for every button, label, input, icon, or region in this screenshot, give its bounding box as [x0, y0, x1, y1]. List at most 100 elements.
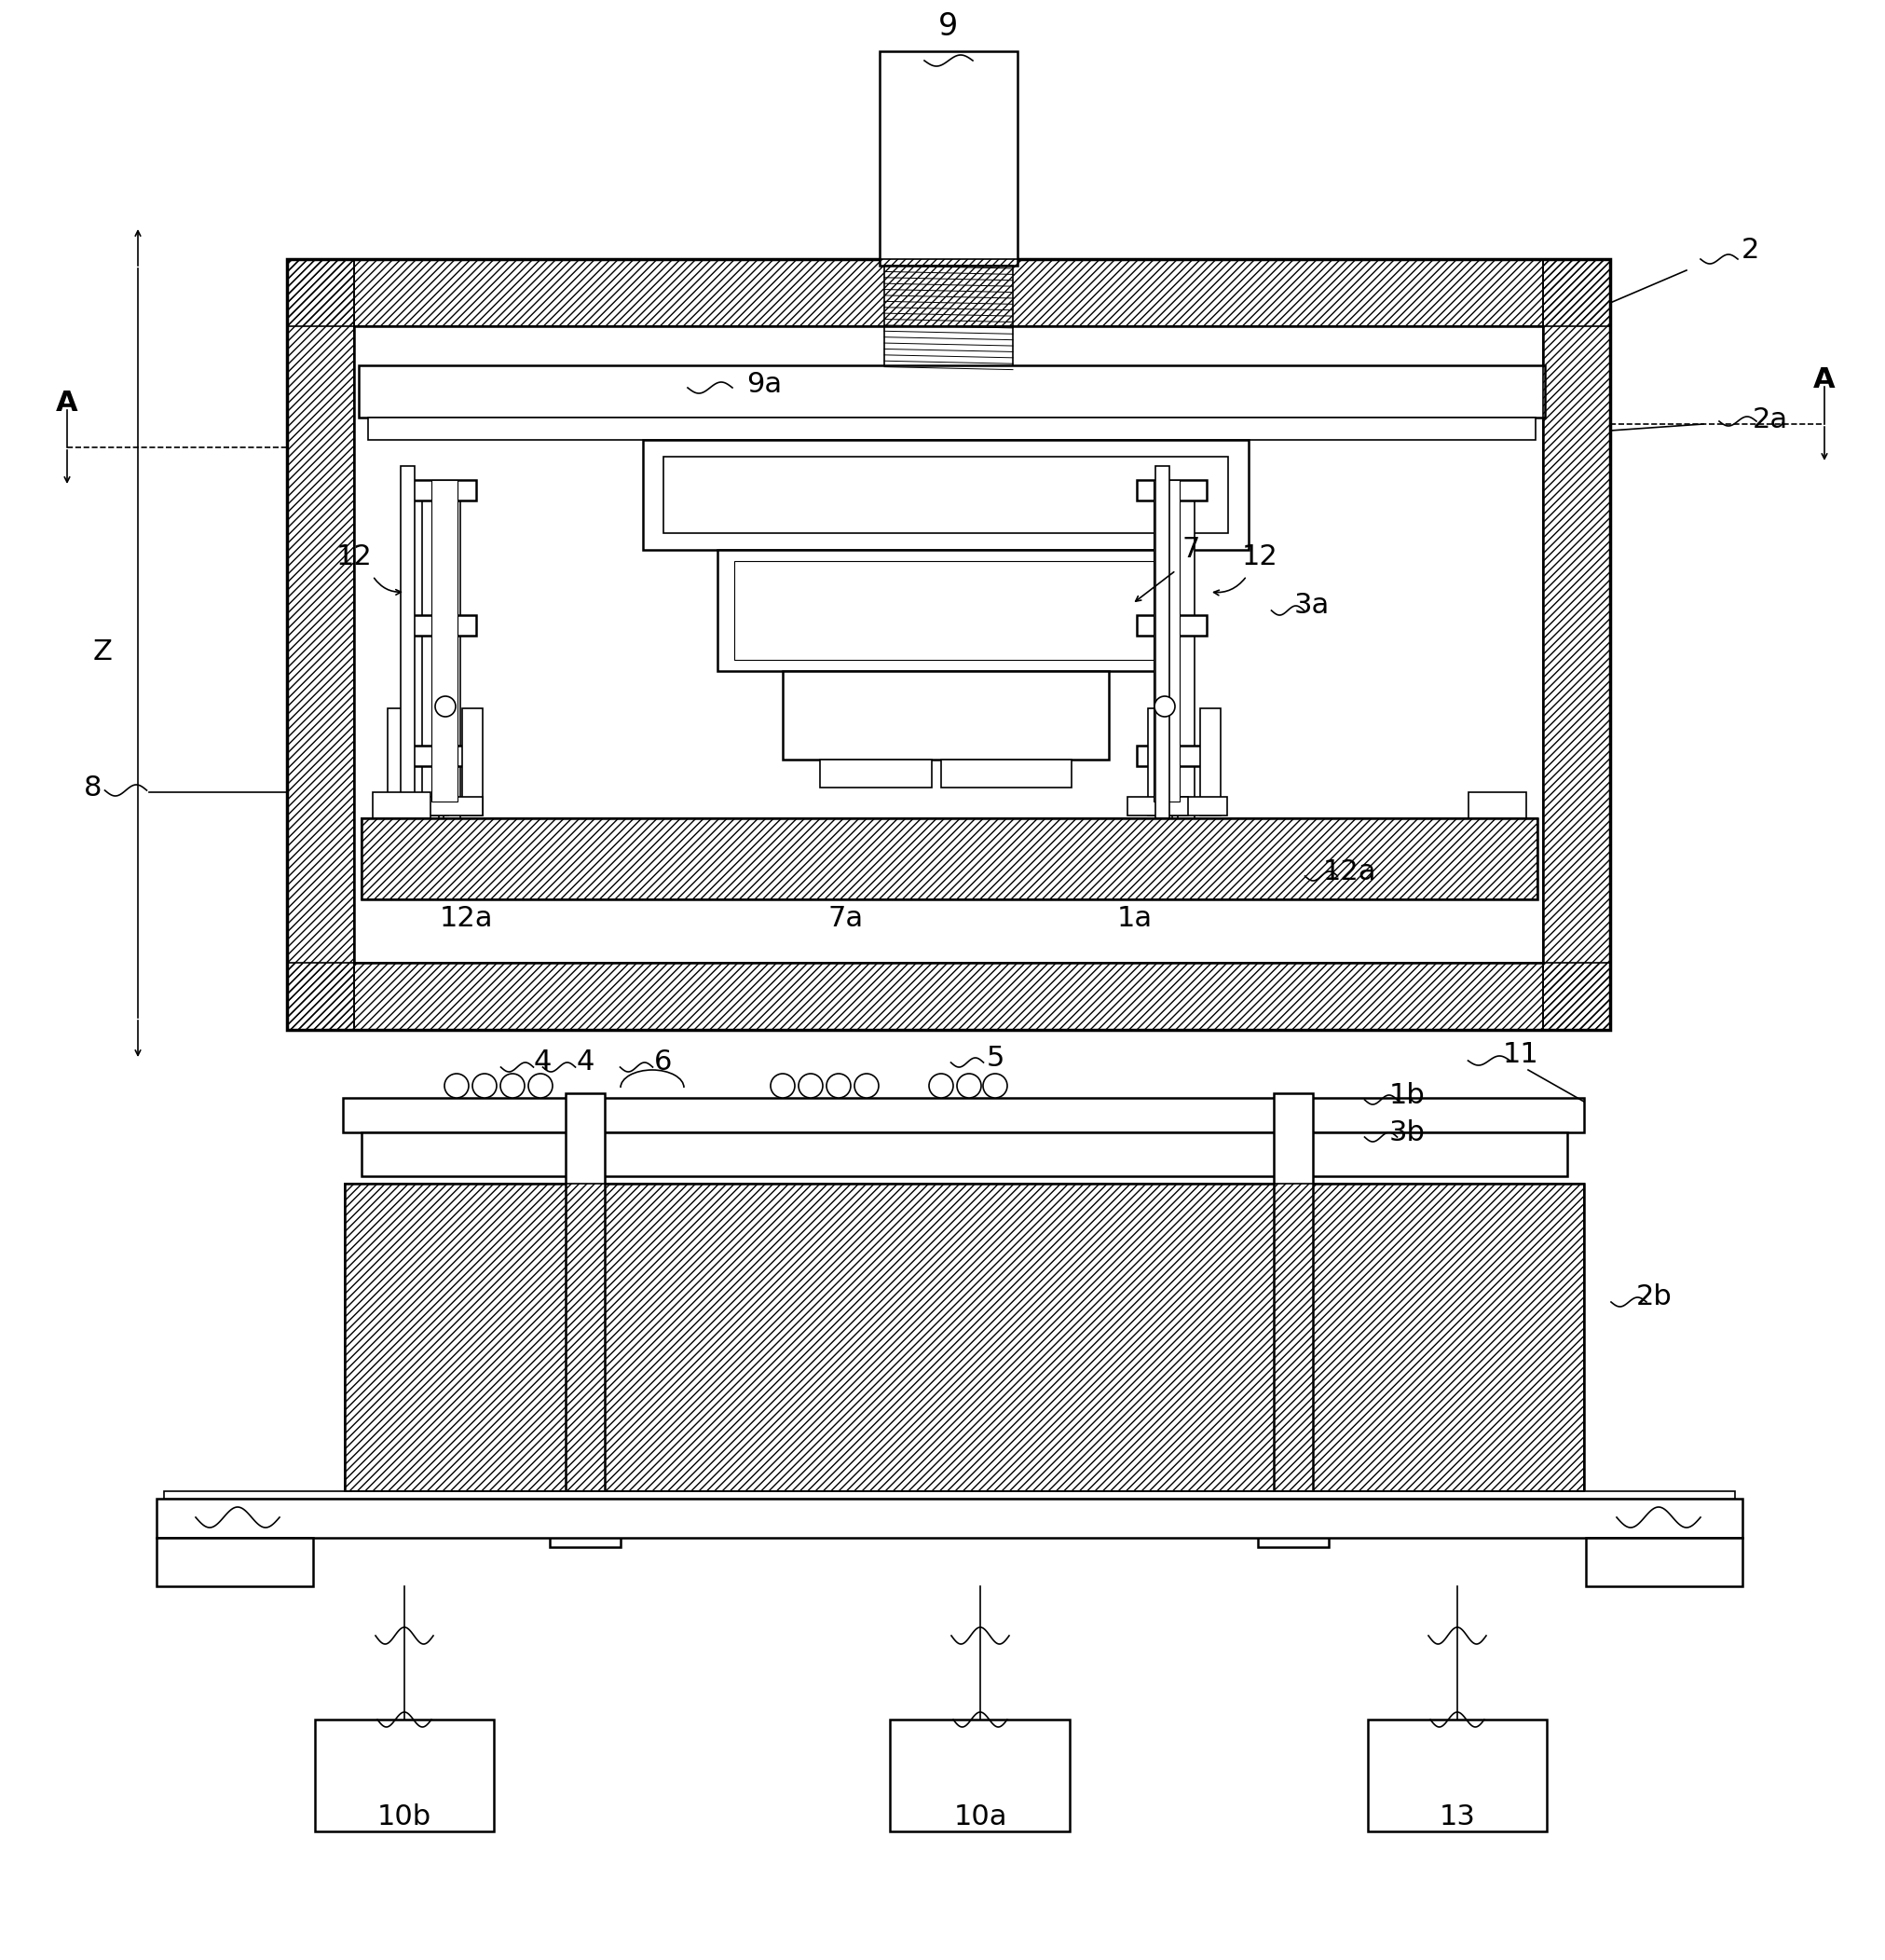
- Bar: [373, 792, 430, 817]
- Text: 7a: 7a: [828, 904, 863, 931]
- Text: 4: 4: [533, 1049, 550, 1076]
- Circle shape: [982, 1074, 1007, 1098]
- Bar: [1137, 615, 1206, 635]
- Bar: [1468, 792, 1525, 817]
- Bar: [1137, 745, 1206, 766]
- Bar: [820, 760, 931, 788]
- Bar: [1127, 798, 1188, 815]
- Bar: [1542, 259, 1610, 1029]
- Bar: [1257, 1499, 1329, 1546]
- Bar: [422, 798, 483, 815]
- Circle shape: [435, 696, 456, 717]
- Bar: [287, 259, 1610, 325]
- Text: 10a: 10a: [954, 1803, 1007, 1831]
- Circle shape: [854, 1074, 878, 1098]
- Bar: [1367, 1719, 1546, 1831]
- Text: 12: 12: [1240, 543, 1278, 570]
- Circle shape: [797, 1074, 822, 1098]
- Text: 3a: 3a: [1293, 592, 1329, 619]
- Bar: [1542, 259, 1610, 1029]
- Bar: [345, 1184, 1583, 1492]
- Bar: [362, 1133, 1566, 1176]
- Text: 3b: 3b: [1387, 1119, 1425, 1147]
- Text: 13: 13: [1438, 1803, 1474, 1831]
- Bar: [890, 1719, 1069, 1831]
- Bar: [400, 466, 415, 829]
- Bar: [1272, 1094, 1312, 1492]
- Bar: [388, 798, 449, 815]
- Bar: [443, 484, 460, 819]
- Bar: [345, 1184, 1583, 1492]
- Circle shape: [1154, 696, 1174, 717]
- Text: 5: 5: [986, 1045, 1003, 1072]
- Text: 7: 7: [1182, 537, 1199, 563]
- Text: 9a: 9a: [746, 370, 782, 398]
- Circle shape: [956, 1074, 980, 1098]
- Text: 1a: 1a: [1116, 904, 1152, 931]
- Bar: [388, 708, 407, 815]
- Bar: [362, 817, 1536, 900]
- Text: 10b: 10b: [377, 1803, 432, 1831]
- Circle shape: [445, 1074, 469, 1098]
- Bar: [405, 480, 475, 500]
- Text: 2: 2: [1740, 237, 1759, 263]
- Bar: [1178, 484, 1193, 819]
- Bar: [941, 760, 1071, 788]
- Bar: [287, 259, 1610, 325]
- Bar: [1148, 708, 1169, 815]
- Bar: [1199, 708, 1220, 815]
- Text: 12a: 12a: [1321, 858, 1376, 884]
- Text: Z: Z: [92, 639, 113, 666]
- Bar: [1172, 484, 1188, 819]
- Bar: [566, 1094, 605, 1492]
- Text: A: A: [57, 390, 77, 416]
- Bar: [362, 817, 1536, 900]
- Circle shape: [771, 1074, 794, 1098]
- Text: 4: 4: [575, 1049, 594, 1076]
- Text: 12a: 12a: [439, 904, 492, 931]
- Bar: [287, 259, 1610, 1029]
- Bar: [164, 1492, 1734, 1499]
- Circle shape: [528, 1074, 552, 1098]
- Bar: [156, 1539, 313, 1586]
- Bar: [550, 1499, 620, 1546]
- Circle shape: [500, 1074, 524, 1098]
- Bar: [733, 561, 1157, 661]
- Text: 9: 9: [939, 10, 958, 41]
- Text: 6: 6: [654, 1049, 673, 1076]
- Bar: [287, 259, 354, 1029]
- Bar: [1137, 480, 1206, 500]
- Bar: [716, 551, 1174, 670]
- Bar: [782, 670, 1108, 760]
- Text: 1b: 1b: [1387, 1082, 1425, 1109]
- Text: 2b: 2b: [1634, 1284, 1672, 1311]
- Bar: [432, 480, 458, 802]
- Circle shape: [826, 1074, 850, 1098]
- Bar: [878, 51, 1018, 267]
- Circle shape: [471, 1074, 496, 1098]
- Circle shape: [929, 1074, 952, 1098]
- Text: 12: 12: [336, 543, 371, 570]
- Bar: [354, 325, 1542, 962]
- Bar: [358, 365, 1544, 417]
- Bar: [405, 745, 475, 766]
- Text: A: A: [1813, 367, 1834, 392]
- Bar: [345, 1184, 1583, 1492]
- Bar: [1167, 798, 1227, 815]
- Bar: [287, 962, 1610, 1029]
- Bar: [1154, 480, 1178, 802]
- Bar: [1585, 1539, 1742, 1586]
- Bar: [462, 708, 483, 815]
- Text: 2a: 2a: [1751, 406, 1787, 433]
- Bar: [362, 817, 1536, 900]
- Bar: [884, 267, 1012, 372]
- Bar: [664, 457, 1227, 533]
- Bar: [156, 1499, 1742, 1539]
- Bar: [315, 1719, 494, 1831]
- Bar: [422, 484, 439, 819]
- Text: 8: 8: [85, 774, 102, 802]
- Bar: [643, 439, 1248, 551]
- Bar: [343, 1098, 1583, 1133]
- Bar: [405, 615, 475, 635]
- Bar: [287, 259, 354, 1029]
